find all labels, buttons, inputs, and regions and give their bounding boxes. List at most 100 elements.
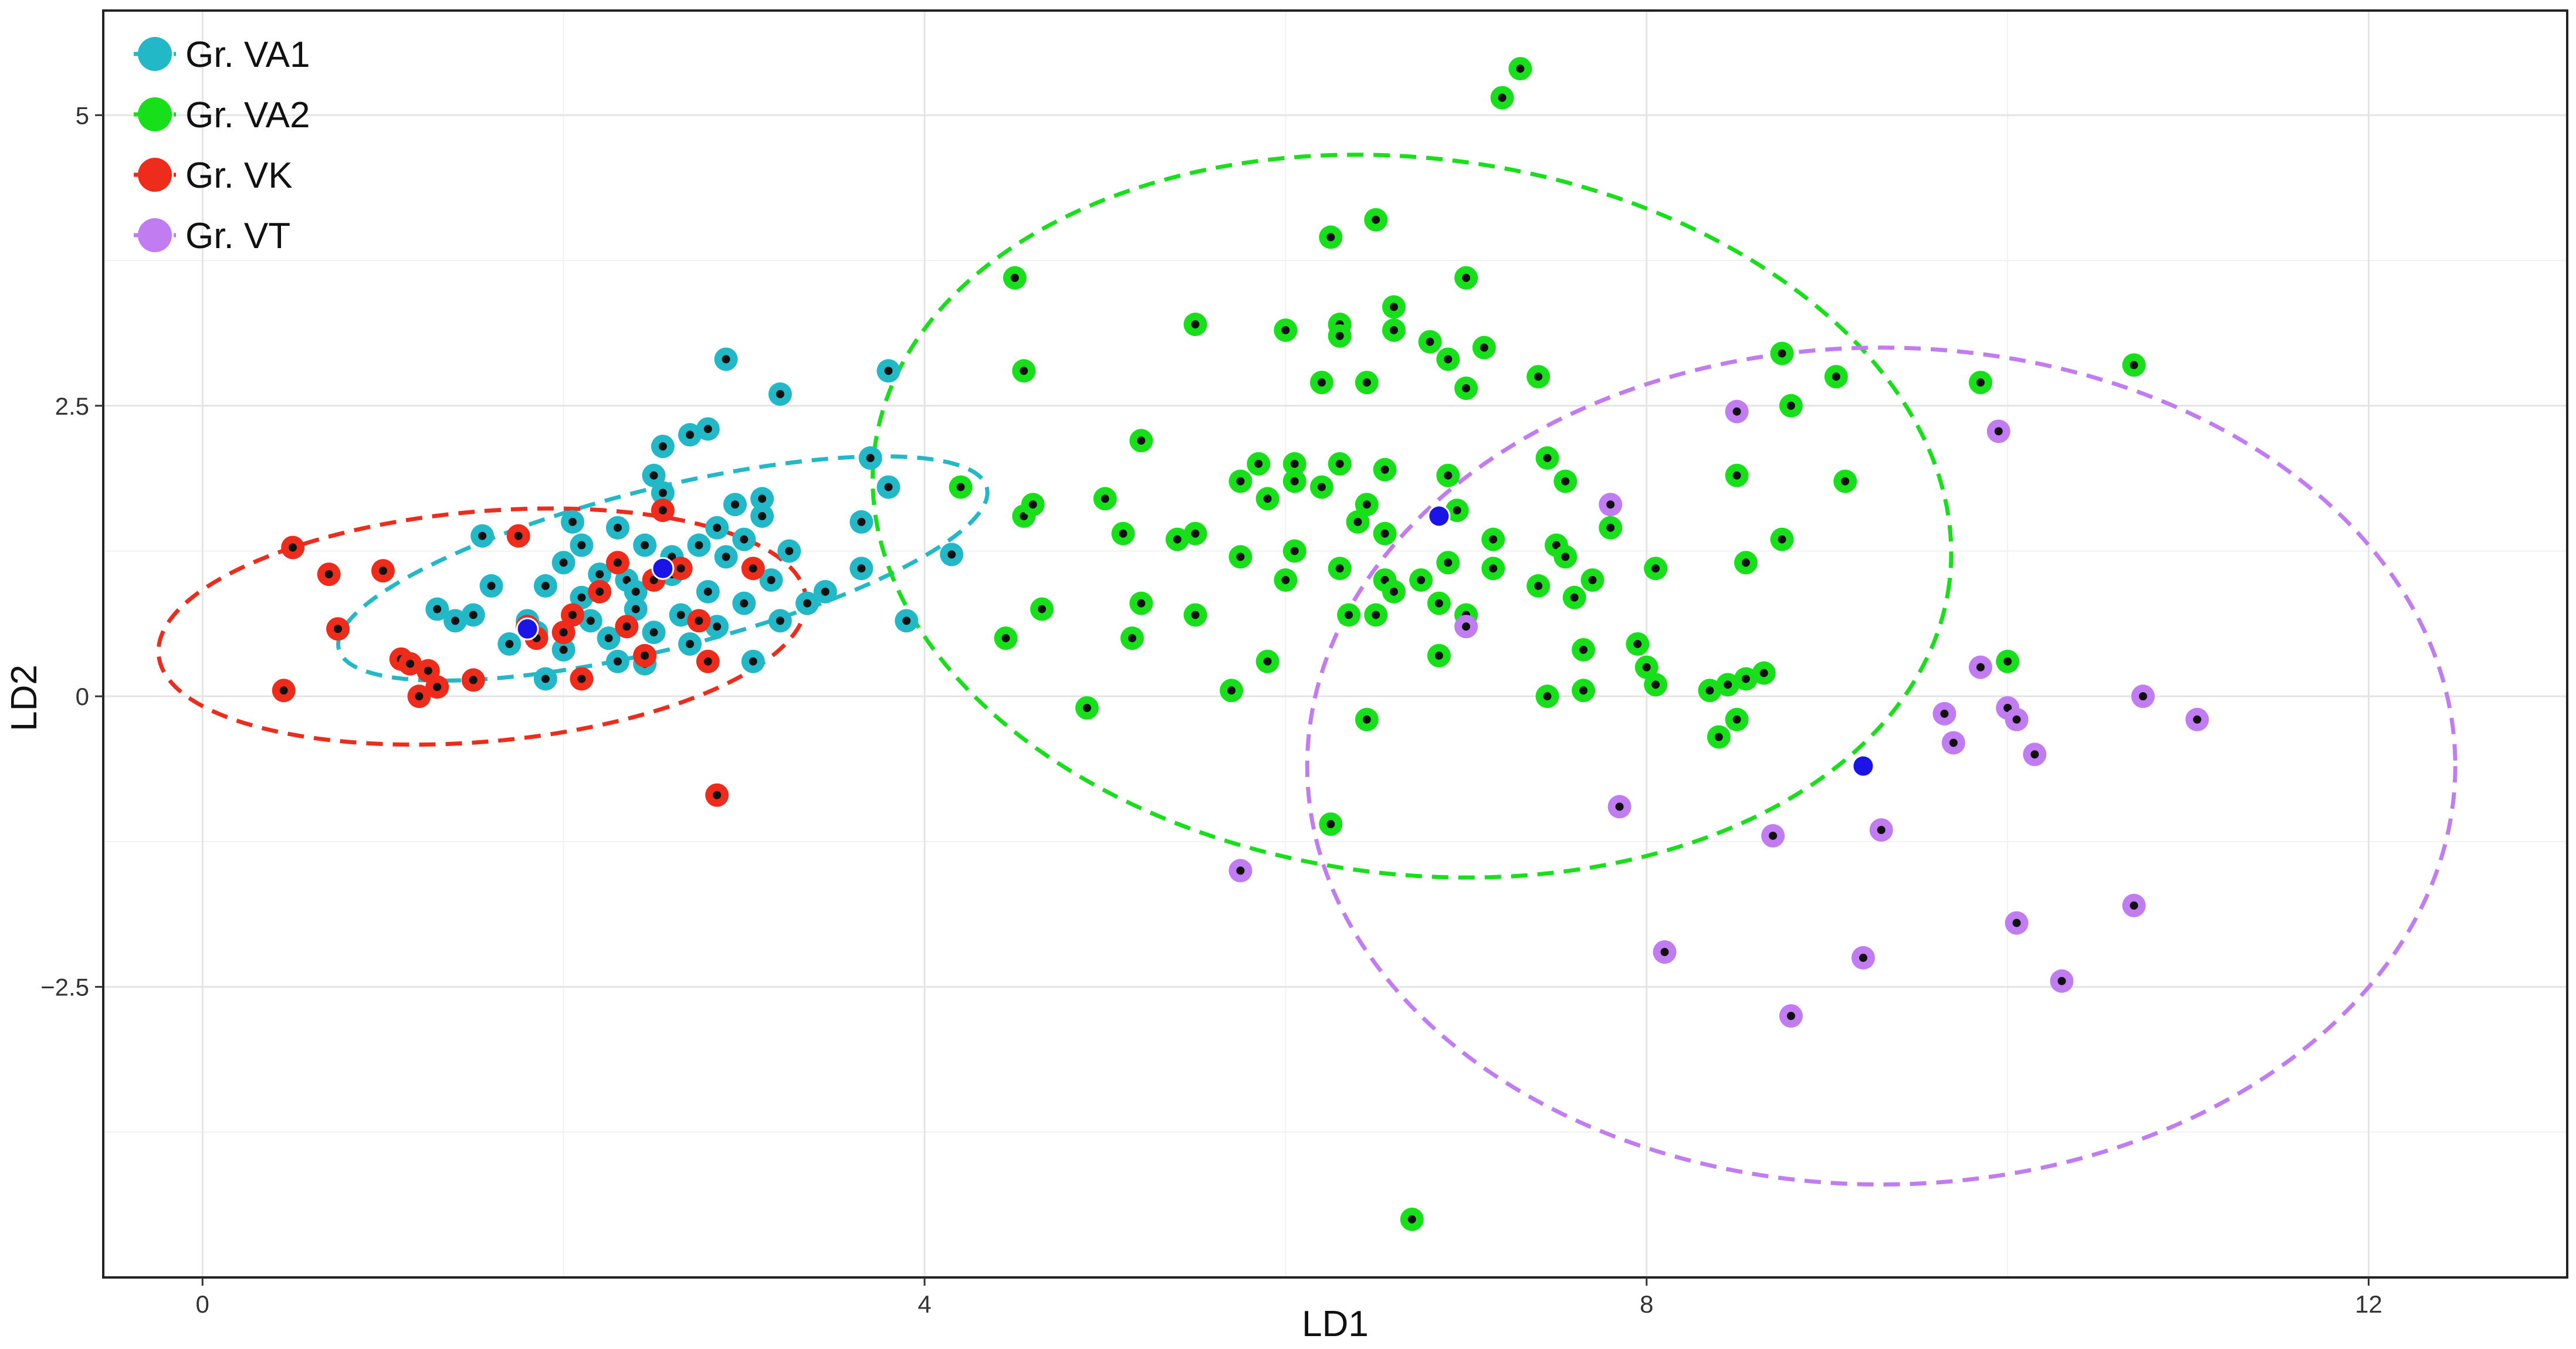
point-center-dot xyxy=(1290,477,1299,486)
point-gr-va1 xyxy=(768,609,792,633)
legend-label: Gr. VT xyxy=(185,216,290,256)
point-gr-va2 xyxy=(1779,394,1803,418)
point-center-dot xyxy=(1236,553,1245,561)
point-gr-vk xyxy=(588,579,612,604)
point-center-dot xyxy=(1335,564,1344,573)
point-gr-va2 xyxy=(1093,487,1117,511)
point-center-dot xyxy=(803,599,811,608)
point-gr-va1 xyxy=(895,609,919,633)
point-gr-va2 xyxy=(2122,353,2146,377)
point-center-dot xyxy=(2012,715,2021,724)
point-center-dot xyxy=(1380,576,1389,585)
point-gr-va2 xyxy=(1580,568,1605,592)
point-gr-va2 xyxy=(1382,295,1406,319)
legend-key-marker xyxy=(138,218,172,252)
x-tick-label: 8 xyxy=(1640,1290,1653,1318)
point-gr-va1 xyxy=(858,446,882,470)
legend: Gr. VA1 Gr. VA2 Gr. VK Gr. VT xyxy=(134,35,310,256)
point-center-dot xyxy=(289,543,297,552)
y-tick-label: −2.5 xyxy=(40,974,89,1001)
point-gr-va2 xyxy=(1382,579,1406,604)
point-center-dot xyxy=(1191,611,1200,619)
point-gr-va2 xyxy=(1373,457,1397,482)
point-gr-vt xyxy=(1761,823,1785,848)
point-center-dot xyxy=(406,659,415,668)
point-center-dot xyxy=(1534,581,1543,590)
point-center-dot xyxy=(1732,471,1741,480)
point-center-dot xyxy=(902,616,911,625)
point-center-dot xyxy=(1841,477,1850,486)
point-gr-va1 xyxy=(723,493,747,517)
point-center-dot xyxy=(758,494,767,503)
point-gr-va2 xyxy=(1355,371,1379,395)
point-center-dot xyxy=(1498,93,1507,102)
point-gr-va2 xyxy=(1553,545,1578,569)
point-center-dot xyxy=(451,616,459,625)
point-center-dot xyxy=(713,791,722,799)
point-center-dot xyxy=(676,564,685,573)
x-tick-label: 12 xyxy=(2355,1290,2382,1318)
point-gr-vt xyxy=(1725,399,1749,423)
legend-item: Gr. VA2 xyxy=(134,95,310,135)
point-center-dot xyxy=(1769,831,1778,840)
point-center-dot xyxy=(568,517,577,526)
point-gr-vk xyxy=(605,551,629,575)
point-center-dot xyxy=(1434,599,1443,608)
x-tick-label: 4 xyxy=(918,1290,931,1318)
point-gr-va1 xyxy=(561,510,584,534)
centroid-gr-va1 xyxy=(651,557,675,580)
point-center-dot xyxy=(378,567,387,575)
point-center-dot xyxy=(1362,500,1371,509)
point-gr-vk xyxy=(615,615,639,639)
point-center-dot xyxy=(604,634,613,643)
point-gr-va1 xyxy=(678,632,702,656)
point-gr-vt xyxy=(1779,1004,1803,1028)
point-gr-va1 xyxy=(551,638,576,662)
point-gr-va1 xyxy=(696,579,720,604)
point-center-dot xyxy=(559,558,568,567)
point-center-dot xyxy=(613,558,622,567)
point-gr-va2 xyxy=(1282,539,1306,563)
point-gr-vt xyxy=(2005,911,2029,935)
y-tick-label: 2.5 xyxy=(55,392,89,420)
point-gr-va1 xyxy=(497,632,522,656)
point-center-dot xyxy=(722,355,730,364)
point-gr-vt xyxy=(1454,615,1478,639)
point-gr-va1 xyxy=(633,533,657,557)
point-gr-vt xyxy=(1869,818,1893,842)
point-center-dot xyxy=(1859,954,1867,962)
point-gr-va1 xyxy=(876,475,901,499)
point-gr-vt xyxy=(2050,969,2074,993)
point-gr-vt xyxy=(2131,684,2155,709)
point-center-dot xyxy=(622,576,631,585)
point-gr-va2 xyxy=(1309,371,1333,395)
point-gr-va2 xyxy=(1436,463,1460,487)
point-center-dot xyxy=(1778,535,1786,544)
point-center-dot xyxy=(658,489,667,497)
point-center-dot xyxy=(1317,483,1326,492)
point-gr-va1 xyxy=(624,579,648,604)
point-gr-va2 xyxy=(1526,365,1551,389)
point-center-dot xyxy=(1236,866,1245,875)
group-centroids xyxy=(516,504,1875,778)
point-center-dot xyxy=(1786,401,1795,410)
point-gr-va2 xyxy=(1309,475,1333,499)
point-gr-va1 xyxy=(732,527,756,551)
point-center-dot xyxy=(487,581,496,590)
ellipse-gr-vt xyxy=(1305,345,2457,1187)
point-center-dot xyxy=(1001,634,1010,643)
point-center-dot xyxy=(1543,692,1552,701)
point-center-dot xyxy=(1940,709,1949,718)
point-center-dot xyxy=(2003,657,2012,666)
point-gr-va2 xyxy=(1355,493,1379,517)
point-gr-va1 xyxy=(777,539,801,563)
point-gr-vk xyxy=(317,562,341,587)
point-center-dot xyxy=(1390,326,1398,334)
point-center-dot xyxy=(415,692,424,701)
point-gr-va2 xyxy=(1599,516,1623,540)
point-gr-va1 xyxy=(425,597,449,621)
point-gr-va2 xyxy=(1770,527,1794,551)
point-gr-va1 xyxy=(849,557,874,581)
point-gr-va1 xyxy=(624,597,648,621)
point-center-dot xyxy=(776,616,784,625)
